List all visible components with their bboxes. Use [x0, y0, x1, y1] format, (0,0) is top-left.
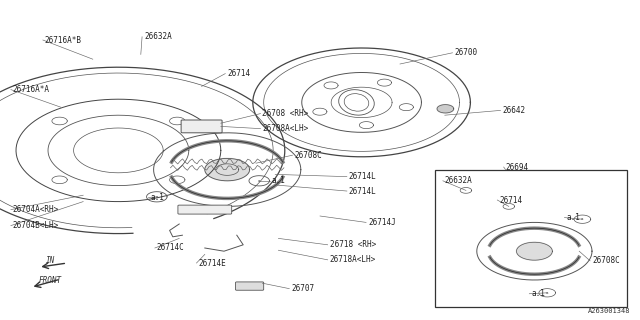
Text: 26708C: 26708C — [592, 256, 620, 265]
Text: 26642: 26642 — [502, 106, 525, 115]
Text: IN: IN — [46, 256, 55, 265]
Text: 26714L: 26714L — [349, 172, 376, 181]
Text: 26718A<LH>: 26718A<LH> — [330, 255, 376, 264]
Text: 26704B<LH>: 26704B<LH> — [13, 221, 59, 230]
Bar — [435, 170, 627, 307]
Polygon shape — [539, 289, 556, 297]
Text: 26716A*A: 26716A*A — [13, 85, 50, 94]
Polygon shape — [574, 215, 591, 223]
Polygon shape — [516, 242, 552, 260]
Polygon shape — [249, 176, 269, 186]
FancyBboxPatch shape — [181, 120, 222, 133]
Text: 26632A: 26632A — [144, 32, 172, 41]
Text: 26704A<RH>: 26704A<RH> — [13, 205, 59, 214]
Polygon shape — [205, 158, 250, 181]
Text: 26694: 26694 — [506, 163, 529, 172]
Text: 26714: 26714 — [227, 69, 250, 78]
Text: 26714J: 26714J — [368, 218, 396, 227]
Polygon shape — [147, 192, 167, 202]
Text: a: a — [546, 291, 548, 295]
Text: a.1: a.1 — [566, 213, 580, 222]
Text: 26718 <RH>: 26718 <RH> — [330, 240, 376, 249]
Text: 26707: 26707 — [291, 284, 314, 293]
Text: a.1: a.1 — [150, 193, 164, 202]
Text: FRONT: FRONT — [38, 276, 61, 285]
Polygon shape — [437, 105, 454, 113]
Text: 26714C: 26714C — [157, 244, 184, 252]
Text: a: a — [156, 195, 158, 199]
Text: 26716A*B: 26716A*B — [45, 36, 82, 44]
Text: a: a — [581, 217, 584, 221]
Text: 26708 <RH>: 26708 <RH> — [262, 109, 308, 118]
Text: 26708A<LH>: 26708A<LH> — [262, 124, 308, 133]
Text: a: a — [258, 179, 260, 183]
FancyBboxPatch shape — [178, 205, 232, 214]
Text: 26632A: 26632A — [445, 176, 472, 185]
Text: 26708C: 26708C — [294, 151, 322, 160]
Text: a.1: a.1 — [272, 176, 286, 185]
Text: a.1: a.1 — [531, 289, 545, 298]
FancyBboxPatch shape — [236, 282, 264, 290]
Text: 26714: 26714 — [499, 196, 522, 204]
Text: 26714L: 26714L — [349, 187, 376, 196]
Text: 26700: 26700 — [454, 48, 477, 57]
Text: A263001348: A263001348 — [588, 308, 630, 314]
Text: 26714E: 26714E — [198, 259, 226, 268]
